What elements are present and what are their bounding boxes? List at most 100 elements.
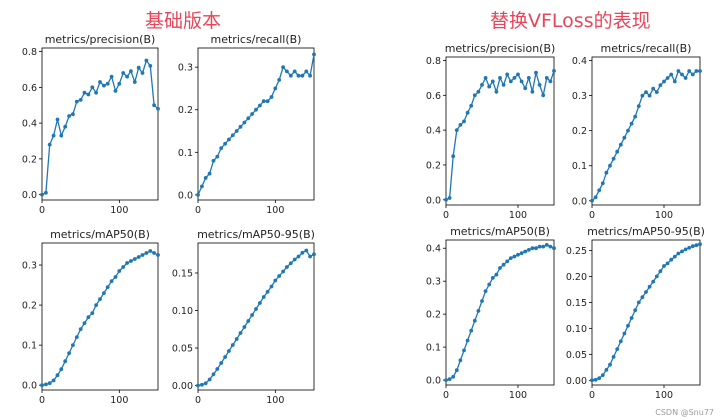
y-tick-label: 0.20 (566, 272, 587, 283)
y-tick-label: 0.0 (426, 376, 441, 387)
data-point (669, 257, 674, 262)
data-point (94, 90, 98, 95)
data-point (662, 79, 666, 84)
data-point (230, 133, 235, 138)
data-point (117, 269, 122, 273)
data-point (458, 123, 463, 127)
data-point (512, 254, 517, 259)
data-point (548, 244, 553, 249)
x-tick-label: 100 (509, 210, 527, 221)
data-point (687, 245, 692, 250)
data-point (490, 276, 495, 280)
data-point (254, 307, 258, 311)
x-tick-label: 0 (589, 390, 595, 401)
data-point (246, 319, 251, 323)
data-point (465, 110, 470, 115)
data-point (281, 269, 285, 274)
data-point (227, 349, 231, 353)
data-point (140, 71, 145, 75)
subplot-left-1: metrics/precision(B) 0.0 0.2 0.4 0.6 0.8 0 100 (22, 33, 160, 216)
x-tick-label: 0 (443, 390, 449, 401)
data-point (600, 373, 605, 377)
data-point (152, 103, 157, 108)
y-tick-label: 0.2 (426, 160, 441, 171)
data-point (526, 76, 531, 80)
plot-frame (591, 239, 701, 386)
y-tick-label: 0.4 (426, 244, 441, 255)
data-point (644, 290, 648, 294)
data-point (462, 348, 466, 353)
data-point (47, 142, 52, 147)
data-point (312, 52, 316, 57)
data-point (242, 325, 247, 329)
data-point (451, 154, 456, 159)
data-point (90, 311, 95, 315)
data-point (219, 146, 224, 151)
subplot-left-3: metrics/mAP50(B) 0.0 0.1 0.2 0.3 0 100 (22, 228, 160, 406)
data-point (308, 73, 312, 78)
y-tick-label: 0.0 (178, 190, 193, 201)
data-point (246, 116, 251, 121)
data-point (694, 243, 699, 248)
data-point (544, 76, 549, 80)
data-point (618, 339, 623, 344)
data-point (618, 142, 623, 147)
data-point (78, 98, 83, 102)
y-tick-label: 0.2 (22, 154, 37, 165)
data-point (672, 254, 677, 259)
data-point (215, 154, 220, 159)
data-point (447, 377, 452, 381)
data-point (665, 261, 670, 266)
data-point (454, 128, 459, 133)
y-tick-label: 0.0 (572, 196, 587, 207)
data-point (519, 251, 524, 256)
y-tick-label: 0.0 (22, 381, 37, 392)
data-point (483, 76, 488, 80)
data-point (304, 248, 309, 253)
data-point (300, 73, 305, 78)
data-point (211, 158, 216, 163)
data-point (203, 176, 208, 180)
data-point (109, 279, 114, 283)
data-point (215, 367, 220, 371)
y-tick-label: 0.1 (426, 343, 441, 354)
data-point (292, 69, 297, 74)
data-point (523, 249, 528, 254)
data-point (608, 362, 612, 367)
data-point (593, 377, 598, 382)
data-point (611, 355, 616, 359)
data-point (604, 368, 609, 372)
data-point (71, 343, 75, 347)
data-point (156, 106, 160, 111)
data-point (636, 300, 641, 305)
data-point (136, 65, 141, 70)
data-point (285, 265, 289, 269)
data-point (676, 69, 681, 73)
data-point (223, 141, 228, 146)
y-tick-label: 0.1 (22, 341, 37, 352)
data-point (516, 72, 520, 77)
data-point (501, 262, 506, 267)
data-point (604, 170, 609, 175)
data-point (223, 355, 228, 359)
data-point (519, 79, 524, 84)
data-point (148, 249, 153, 253)
data-point (238, 124, 243, 129)
data-point (541, 93, 546, 98)
data-point (647, 93, 652, 98)
data-point (651, 279, 656, 284)
data-point (665, 76, 670, 80)
data-point (132, 80, 137, 84)
data-point (44, 382, 48, 387)
x-tick-label: 0 (39, 395, 45, 406)
data-point (308, 254, 312, 259)
data-point (644, 90, 648, 94)
data-point (640, 295, 645, 300)
data-point (501, 83, 506, 87)
data-point (662, 264, 666, 268)
data-point (234, 337, 239, 341)
y-tick-label: 0.00 (566, 376, 587, 387)
data-point (552, 246, 556, 251)
data-point (552, 69, 556, 73)
data-point (140, 253, 145, 257)
